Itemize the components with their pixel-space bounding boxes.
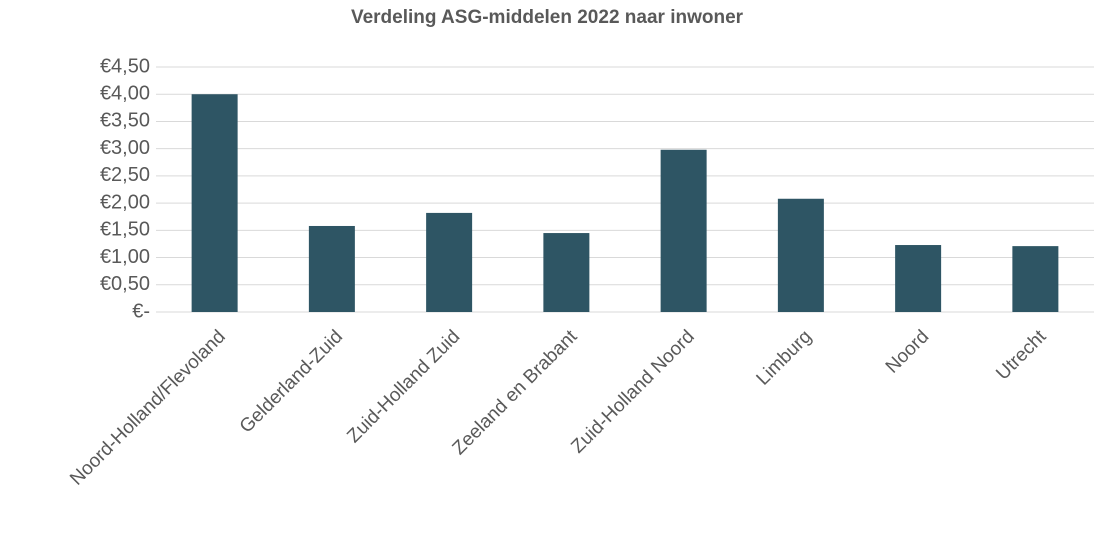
x-tick-label: Gelderland-Zuid — [236, 326, 347, 437]
x-tick-label: Noord-Holland/Flevoland — [66, 326, 229, 489]
x-tick-label: Zuid-Holland Zuid — [343, 326, 464, 447]
bar — [426, 212, 473, 312]
y-tick-label: €1,00 — [100, 246, 150, 268]
y-tick-label: €4,00 — [100, 83, 150, 105]
y-tick-label: €- — [132, 300, 150, 322]
y-tick-label: €3,00 — [100, 137, 150, 159]
x-tick-label: Limburg — [753, 326, 816, 389]
x-tick-label: Zuid-Holland Noord — [567, 326, 698, 457]
bar — [308, 225, 355, 312]
y-tick-label: €2,00 — [100, 191, 150, 213]
y-tick-label: €1,50 — [100, 219, 150, 241]
bar — [660, 149, 707, 312]
bar — [543, 233, 590, 312]
y-tick-label: €3,50 — [100, 110, 150, 132]
bar — [777, 198, 824, 312]
bar — [895, 245, 942, 312]
y-tick-label: €4,50 — [100, 55, 150, 77]
bar — [1012, 246, 1059, 312]
x-tick-label: Noord — [882, 326, 933, 377]
x-tick-label: Zeeland en Brabant — [449, 326, 582, 459]
chart-title: Verdeling ASG-middelen 2022 naar inwoner — [351, 7, 744, 28]
y-tick-label: €2,50 — [100, 164, 150, 186]
y-tick-label: €0,50 — [100, 273, 150, 295]
bar — [191, 94, 238, 312]
x-tick-label: Utrecht — [992, 326, 1051, 385]
